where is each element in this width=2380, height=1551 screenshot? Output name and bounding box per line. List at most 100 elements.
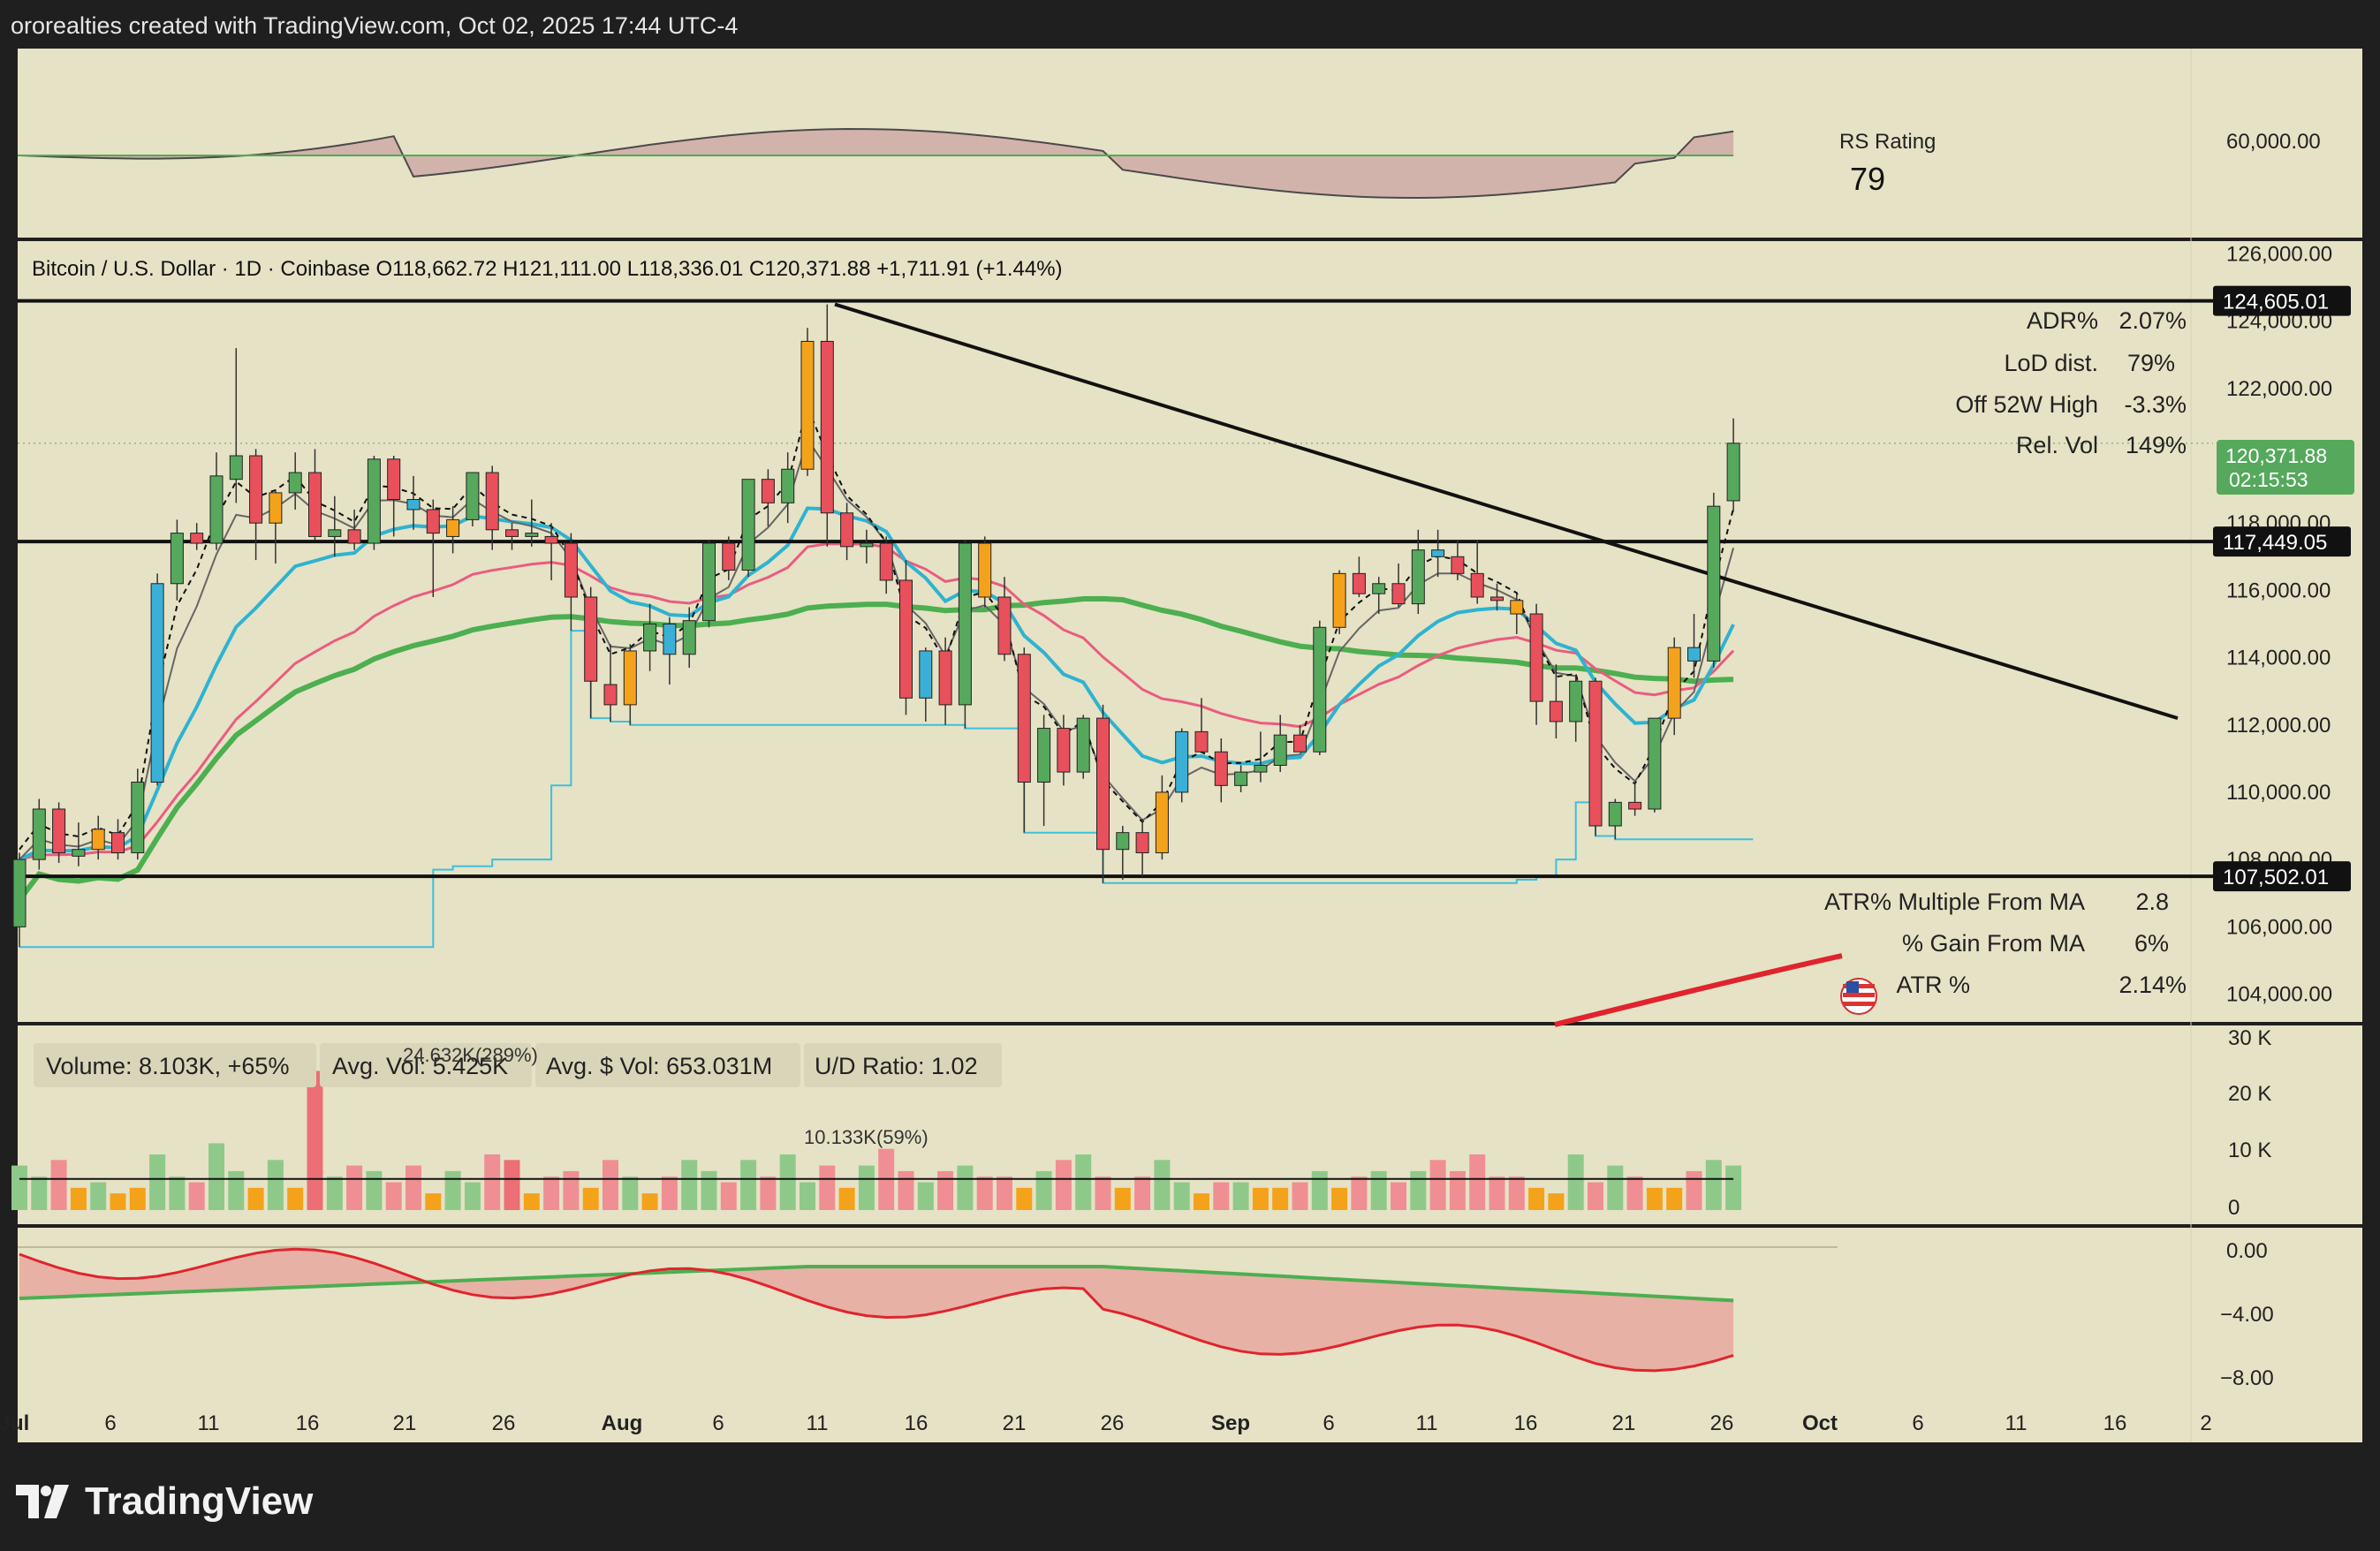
level-tags: 124,605.01 117,449.05 107,502.01: [2213, 285, 2351, 892]
stats-bottom-table: ATR% Multiple From MA 2.8 % Gain From MA…: [1824, 889, 2187, 1015]
candle-body: [978, 542, 992, 598]
candle-body: [603, 684, 618, 706]
candle: [308, 449, 322, 541]
candle: [1155, 775, 1169, 860]
volume-bar: [681, 1160, 698, 1210]
candle-body: [249, 455, 263, 524]
candle: [958, 540, 972, 729]
candle-body: [1234, 771, 1248, 786]
volume-legend-item: Volume: 8.103K, +65%: [46, 1053, 289, 1079]
time-axis-label: 16: [1514, 1411, 1538, 1435]
candle: [1588, 677, 1603, 836]
volume-bar: [1725, 1165, 1742, 1210]
volume-legend-item: Avg. $ Vol: 653.031M: [546, 1053, 772, 1079]
horizontal-levels[interactable]: [18, 299, 2213, 879]
candle-body: [229, 455, 243, 480]
candle: [1569, 674, 1583, 742]
candle: [1116, 826, 1130, 880]
volume-bar: [1666, 1187, 1683, 1210]
candle-body: [1648, 717, 1662, 810]
volume-bar: [1232, 1182, 1249, 1210]
volume-bar: [346, 1165, 363, 1210]
level-tag-text: 117,449.05: [2223, 531, 2327, 555]
stat-label: % Gain From MA: [1902, 930, 2085, 957]
rs-panel-bg: [18, 49, 2362, 238]
candle-body: [209, 475, 224, 544]
candle-body: [938, 650, 952, 706]
price-axis-label: 110,000.00: [2226, 781, 2331, 805]
volume-bars: [11, 1071, 1742, 1210]
candle-body: [1707, 505, 1721, 662]
trendline[interactable]: [834, 302, 2179, 721]
candle-body: [1352, 572, 1366, 594]
candle: [1057, 715, 1071, 786]
volume-bar: [1588, 1182, 1603, 1210]
candle: [938, 637, 952, 725]
candle: [978, 536, 992, 608]
volume-bar: [504, 1160, 520, 1210]
candle-body: [170, 533, 184, 585]
osc-axis-label: 0.00: [2226, 1239, 2268, 1263]
oscillator-signal-line: [19, 1265, 1734, 1303]
candle: [209, 452, 224, 550]
volume-bar: [90, 1182, 107, 1210]
candle-body: [308, 472, 322, 537]
candle: [741, 479, 755, 578]
candle: [820, 304, 834, 547]
rs-line: [19, 127, 1734, 200]
volume-bar: [385, 1182, 402, 1210]
volume-bar: [760, 1176, 777, 1210]
candle: [1470, 540, 1484, 604]
candle-body: [1017, 654, 1031, 783]
candle: [1352, 556, 1366, 597]
candle-body: [781, 468, 795, 503]
time-axis-label: 11: [1416, 1411, 1438, 1435]
candle: [426, 499, 440, 597]
candle: [229, 348, 243, 503]
candle-body: [1155, 791, 1169, 854]
candle: [1332, 570, 1346, 634]
stat-value: 79%: [2127, 350, 2175, 376]
volume-bar: [1705, 1160, 1722, 1210]
candle-body: [505, 529, 519, 537]
candle: [899, 560, 913, 715]
volume-bar: [1213, 1182, 1230, 1210]
candle: [328, 496, 342, 557]
volume-bar: [740, 1160, 757, 1210]
volume-bar: [661, 1176, 678, 1210]
candle-body: [761, 479, 775, 503]
candle-body: [564, 542, 578, 598]
level-tag-text: 124,605.01: [2223, 291, 2329, 314]
volume-bar: [563, 1170, 580, 1210]
time-axis-label: Aug: [602, 1411, 643, 1435]
candle-body: [328, 529, 342, 537]
level-tag: 124,605.01: [2213, 285, 2351, 316]
volume-bar: [1055, 1160, 1072, 1210]
volume-bar: [800, 1182, 815, 1210]
candle: [623, 644, 637, 725]
candle: [1628, 782, 1642, 816]
candle: [1687, 614, 1701, 678]
candle: [1076, 715, 1090, 779]
candle-body: [840, 512, 854, 548]
volume-bar: [129, 1187, 146, 1210]
stats-top-table: ADR% 2.07% LoD dist. 79% Off 52W High -3…: [1955, 307, 2187, 458]
volume-bar: [1292, 1182, 1308, 1210]
volume-bar: [1134, 1176, 1151, 1210]
candle-body: [387, 458, 401, 501]
volume-bar: [326, 1176, 343, 1210]
candle-body: [643, 623, 657, 652]
volume-legend: Volume: 8.103K, +65% Avg. Vol: 5.425K Av…: [34, 1043, 1002, 1087]
candle: [52, 802, 66, 863]
stat-value: 2.07%: [2119, 307, 2187, 334]
candle-body: [1549, 700, 1563, 723]
candle-body: [1510, 600, 1524, 615]
candle-body: [1332, 572, 1346, 628]
candle: [1667, 637, 1681, 736]
candle-body: [1175, 730, 1189, 793]
candle: [1726, 418, 1740, 512]
time-axis-label: 26: [492, 1411, 516, 1435]
volume-bar: [957, 1165, 974, 1210]
time-axis-label: 16: [905, 1411, 929, 1435]
